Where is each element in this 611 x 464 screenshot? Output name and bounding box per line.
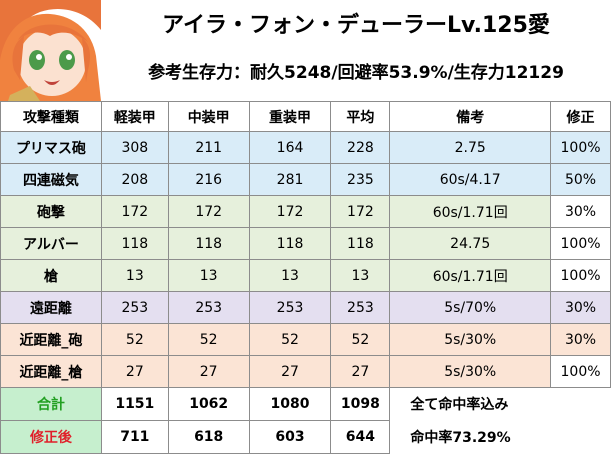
heavy-armor-value: 27 — [248, 355, 332, 388]
modifier-value: 30% — [550, 323, 611, 356]
modifier-value: 50% — [550, 163, 611, 196]
column-header: 修正 — [550, 101, 611, 132]
modifier-value: 100% — [550, 355, 611, 388]
average-value: 228 — [330, 131, 391, 164]
light-armor-value: 172 — [100, 195, 169, 228]
attack-type: 近距離_砲 — [0, 323, 102, 356]
column-header: 攻撃種類 — [0, 101, 102, 132]
attack-type: 四連磁気 — [0, 163, 102, 196]
note-value: 5s/30% — [389, 323, 552, 356]
medium-armor-value: 172 — [167, 195, 250, 228]
modifier-value: 100% — [550, 259, 611, 292]
attack-type: アルバー — [0, 227, 102, 260]
note-value: 2.75 — [389, 131, 552, 164]
total-heavy: 1080 — [248, 387, 332, 421]
note-value: 24.75 — [389, 227, 552, 260]
note-value: 60s/4.17 — [389, 163, 552, 196]
total-light: 1151 — [100, 387, 169, 421]
average-value: 172 — [330, 195, 391, 228]
average-value: 253 — [330, 291, 391, 324]
modified-medium: 618 — [167, 420, 250, 454]
attack-type: 遠距離 — [0, 291, 102, 324]
average-value: 52 — [330, 323, 391, 356]
medium-armor-value: 27 — [167, 355, 250, 388]
average-value: 235 — [330, 163, 391, 196]
heavy-armor-value: 13 — [248, 259, 332, 292]
column-header: 平均 — [330, 101, 391, 132]
attack-type: プリマス砲 — [0, 131, 102, 164]
medium-armor-value: 211 — [167, 131, 250, 164]
column-header: 備考 — [389, 101, 552, 132]
heavy-armor-value: 52 — [248, 323, 332, 356]
light-armor-value: 27 — [100, 355, 169, 388]
heavy-armor-value: 164 — [248, 131, 332, 164]
heavy-armor-value: 253 — [248, 291, 332, 324]
total-label: 合計 — [0, 387, 102, 421]
table-row: 槍 13 13 13 13 60s/1.71回 100% — [0, 259, 611, 292]
column-header: 中装甲 — [167, 101, 250, 132]
medium-armor-value: 216 — [167, 163, 250, 196]
table-row: 遠距離 253 253 253 253 5s/70% 30% — [0, 291, 611, 324]
medium-armor-value: 52 — [167, 323, 250, 356]
hit-rate-note: 命中率73.29% — [389, 420, 611, 454]
total-row: 合計 1151 1062 1080 1098 全て命中率込み — [0, 387, 611, 421]
survival-summary: 参考生存力：耐久5248/回避率53.9%/生存力12129 — [148, 63, 564, 83]
average-value: 27 — [330, 355, 391, 388]
table-row: 四連磁気 208 216 281 235 60s/4.17 50% — [0, 163, 611, 196]
heavy-armor-value: 118 — [248, 227, 332, 260]
attack-type: 砲撃 — [0, 195, 102, 228]
heavy-armor-value: 172 — [248, 195, 332, 228]
modified-heavy: 603 — [248, 420, 332, 454]
total-medium: 1062 — [167, 387, 250, 421]
character-portrait-icon — [0, 0, 101, 101]
total-note: 全て命中率込み — [389, 387, 611, 421]
table-row: アルバー 118 118 118 118 24.75 100% — [0, 227, 611, 260]
attack-type: 近距離_槍 — [0, 355, 102, 388]
attack-type: 槍 — [0, 259, 102, 292]
page-title: アイラ・フォン・デューラーLv.125愛 — [162, 13, 550, 38]
heavy-armor-value: 281 — [248, 163, 332, 196]
note-value: 5s/70% — [389, 291, 552, 324]
modified-average: 644 — [330, 420, 391, 454]
table-row: プリマス砲 308 211 164 228 2.75 100% — [0, 131, 611, 164]
card-header: アイラ・フォン・デューラーLv.125愛 参考生存力：耐久5248/回避率53.… — [0, 0, 611, 101]
table-row: 砲撃 172 172 172 172 60s/1.71回 30% — [0, 195, 611, 228]
damage-table: 攻撃種類 軽装甲 中装甲 重装甲 平均 備考 修正 プリマス砲 308 211 … — [0, 101, 611, 454]
medium-armor-value: 253 — [167, 291, 250, 324]
light-armor-value: 308 — [100, 131, 169, 164]
medium-armor-value: 13 — [167, 259, 250, 292]
average-value: 118 — [330, 227, 391, 260]
light-armor-value: 52 — [100, 323, 169, 356]
modified-row: 修正後 711 618 603 644 命中率73.29% — [0, 420, 611, 454]
medium-armor-value: 118 — [167, 227, 250, 260]
modified-light: 711 — [100, 420, 169, 454]
note-value: 60s/1.71回 — [389, 259, 552, 292]
light-armor-value: 118 — [100, 227, 169, 260]
column-header: 重装甲 — [248, 101, 332, 132]
column-header: 軽装甲 — [100, 101, 169, 132]
modifier-value: 100% — [550, 131, 611, 164]
total-average: 1098 — [330, 387, 391, 421]
modifier-value: 30% — [550, 195, 611, 228]
note-value: 60s/1.71回 — [389, 195, 552, 228]
note-value: 5s/30% — [389, 355, 552, 388]
table-row: 近距離_砲 52 52 52 52 5s/30% 30% — [0, 323, 611, 356]
modified-label: 修正後 — [0, 420, 102, 454]
light-armor-value: 13 — [100, 259, 169, 292]
modifier-value: 100% — [550, 227, 611, 260]
table-row: 近距離_槍 27 27 27 27 5s/30% 100% — [0, 355, 611, 388]
table-header-row: 攻撃種類 軽装甲 中装甲 重装甲 平均 備考 修正 — [0, 101, 611, 132]
light-armor-value: 253 — [100, 291, 169, 324]
light-armor-value: 208 — [100, 163, 169, 196]
average-value: 13 — [330, 259, 391, 292]
modifier-value: 30% — [550, 291, 611, 324]
